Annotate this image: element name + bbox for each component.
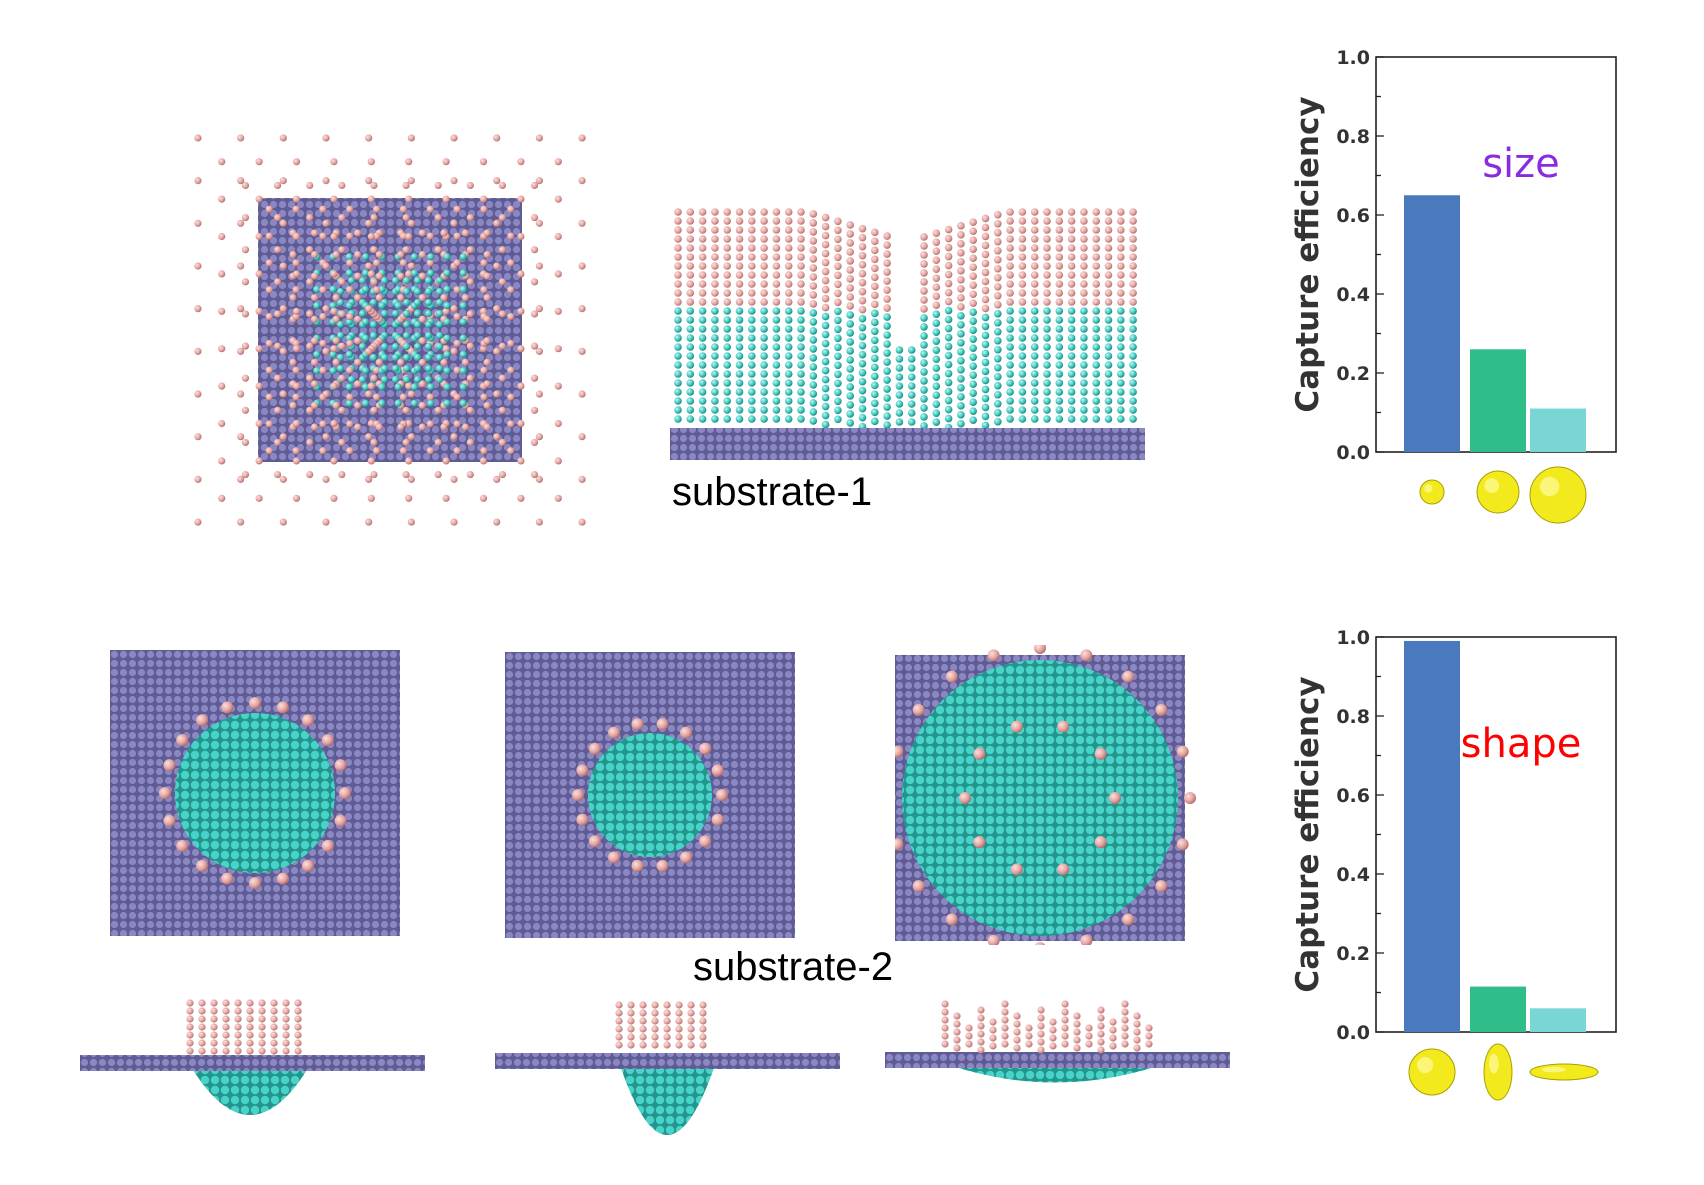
size-capture-efficiency-chart: 0.0 0.2 0.4 0.6 0.8 1.0 Capture efficiency size [1290, 47, 1617, 524]
substrate1-caption: substrate-1 [672, 470, 873, 514]
small-sphere-particle-icon [1419, 479, 1445, 505]
large-sphere-particle-icon-highlight [1539, 476, 1560, 497]
substrate1-side-base [670, 428, 1145, 460]
pore-cyan [588, 733, 712, 857]
y-tick-label: 0.6 [1336, 205, 1370, 227]
substrate2-side-view-medium [495, 1001, 840, 1135]
y-tick-label: 1.0 [1336, 47, 1370, 69]
substrate2-top-view-medium [505, 652, 795, 938]
substrate1-radial-chains [194, 134, 586, 526]
y-tick-label: 0.2 [1336, 943, 1370, 965]
medium-sphere-particle-icon [1476, 470, 1520, 514]
y-tick-label: 0.2 [1336, 363, 1370, 385]
y-axis-label: Capture efficiency [1290, 96, 1326, 412]
pore-cyan [902, 660, 1178, 936]
oblate-particle-icon [1529, 1063, 1599, 1081]
y-tick-label: 0.6 [1336, 785, 1370, 807]
substrate2-top-view-large [895, 645, 1196, 945]
bar-3 [1530, 1008, 1586, 1032]
bar-2 [1470, 349, 1526, 452]
substrate2-side-view-large [885, 1000, 1230, 1083]
chart-annotation: size [1482, 141, 1560, 187]
chart-annotation: shape [1461, 721, 1582, 767]
y-tick-label: 0.0 [1336, 1022, 1370, 1044]
y-axis-label: Capture efficiency [1290, 676, 1326, 992]
bar-1 [1404, 640, 1460, 1032]
y-tick-label: 0.4 [1336, 864, 1370, 886]
small-sphere-particle-icon-highlight [1424, 484, 1433, 493]
substrate2-side-view-small [80, 999, 425, 1115]
substrate1-side-chains [674, 208, 1137, 432]
bar-1 [1404, 195, 1460, 452]
sphere-particle-icon [1408, 1048, 1456, 1096]
bar-3 [1530, 408, 1586, 452]
large-sphere-particle-icon [1529, 466, 1587, 524]
shape-capture-efficiency-chart: 0.0 0.2 0.4 0.6 0.8 1.0 Capture efficiency shap… [1290, 627, 1617, 1101]
oblate-particle-icon-highlight [1541, 1066, 1566, 1073]
y-tick-label: 1.0 [1336, 627, 1370, 649]
pore-cyan [175, 713, 335, 873]
y-tick-label: 0.4 [1336, 284, 1370, 306]
substrate1-top-view [194, 134, 586, 526]
medium-sphere-particle-icon-highlight [1484, 478, 1500, 494]
bar-2 [1470, 986, 1526, 1032]
y-tick-label: 0.8 [1336, 126, 1370, 148]
y-tick-label: 0.8 [1336, 706, 1370, 728]
substrate1-side-view [670, 208, 1145, 460]
prolate-particle-icon-highlight [1488, 1053, 1499, 1074]
substrate2-caption: substrate-2 [693, 945, 894, 989]
substrate2-top-view-small [110, 650, 400, 936]
sphere-particle-icon-highlight [1417, 1057, 1434, 1074]
y-tick-label: 0.0 [1336, 442, 1370, 464]
substrate1-base [258, 198, 522, 462]
prolate-particle-icon [1483, 1043, 1513, 1101]
